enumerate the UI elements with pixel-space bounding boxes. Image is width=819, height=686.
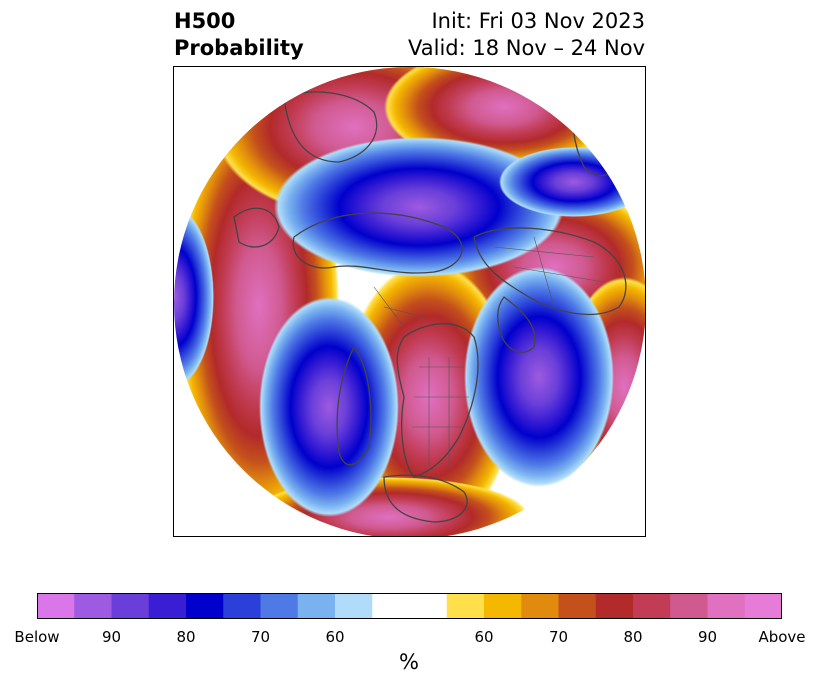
colorbar-swatch [260,593,299,619]
colorbar-tick-label: 80 [176,628,196,646]
colorbar-swatch [595,593,634,619]
below-anomaly-central [259,297,399,517]
colorbar-tick-label: 70 [548,628,569,646]
hemisphere-disc [174,67,645,536]
title-left: H500 Probability [174,8,304,62]
colorbar-swatch [297,593,336,619]
colorbar-swatch [670,593,708,619]
colorbar-swatch [186,593,224,619]
colorbar-swatch [558,593,597,619]
colorbar-swatch [37,593,75,619]
map-frame [173,66,646,537]
colorbar-swatch [223,593,261,619]
colorbar-swatch [74,593,112,619]
colorbar-tick-label: Above [758,628,806,646]
colorbar-swatch [111,593,150,619]
title-field: H500 [174,9,236,33]
below-anomaly-left-edge [174,207,214,387]
colorbar-swatch [707,593,746,619]
below-anomaly-northeast [499,147,645,217]
colorbar [37,593,782,619]
colorbar-tick-label: 60 [325,628,345,646]
title-right: Init: Fri 03 Nov 2023 Valid: 18 Nov – 24… [408,8,645,62]
probability-map [174,67,645,536]
colorbar-swatch [446,593,485,619]
colorbar-border [37,593,782,619]
colorbar-tick-label: 80 [623,628,643,646]
colorbar-swatch [335,593,373,619]
below-anomaly-right [464,267,614,487]
below-anomaly-polar [274,137,564,277]
colorbar-unit-label: % [399,650,419,674]
colorbar-tick-label: Below [14,628,60,646]
colorbar-tick-label: 60 [474,628,494,646]
colorbar-swatch [744,593,782,619]
colorbar-swatches [37,593,782,619]
colorbar-swatch [521,593,559,619]
init-date: Init: Fri 03 Nov 2023 [431,9,645,33]
colorbar-tick-label: 70 [250,628,271,646]
border-lines [373,236,605,467]
colorbar-swatch [484,593,522,619]
valid-range: Valid: 18 Nov – 24 Nov [408,36,645,60]
colorbar-swatch [372,593,410,619]
colorbar-swatch [148,593,187,619]
colorbar-swatch [633,593,671,619]
colorbar-swatch [409,593,448,619]
colorbar-tick-label: 90 [101,628,122,646]
colorbar-tick-label: 90 [697,628,718,646]
title-type: Probability [174,36,304,60]
